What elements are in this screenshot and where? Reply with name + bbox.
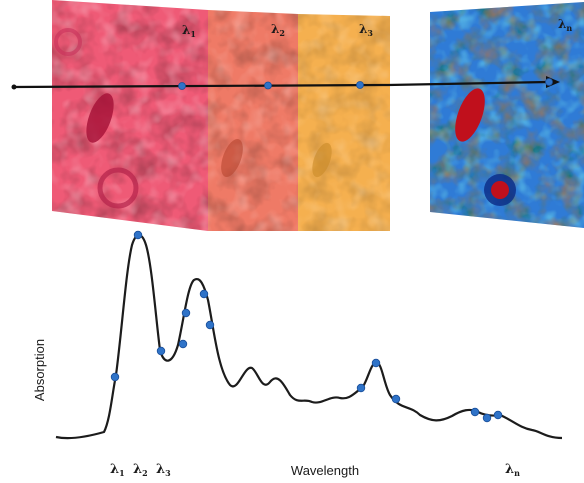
x-axis-label: Wavelength bbox=[291, 463, 359, 478]
slice-label: λ2 bbox=[271, 22, 285, 38]
sample-point bbox=[156, 346, 166, 356]
ray-point bbox=[178, 82, 186, 90]
tissue-feature bbox=[455, 88, 485, 142]
ray-point bbox=[264, 81, 272, 90]
sample-point bbox=[133, 230, 143, 240]
sample-point bbox=[493, 410, 503, 420]
sample-point bbox=[482, 413, 492, 423]
sample-point bbox=[356, 383, 366, 393]
sample-point bbox=[110, 372, 120, 382]
slice-label: λ1 bbox=[182, 23, 196, 39]
tissue-feature bbox=[86, 93, 114, 143]
sample-point bbox=[178, 339, 188, 349]
slice-lambda-1: λ1 bbox=[52, 0, 208, 231]
sample-point bbox=[371, 358, 381, 368]
wavelength-sample-points bbox=[110, 230, 503, 423]
slice-label: λ3 bbox=[359, 22, 373, 38]
sample-point bbox=[181, 308, 191, 318]
y-axis-label: Absorption bbox=[32, 339, 47, 401]
x-tick-label: λ2 bbox=[133, 462, 148, 478]
slice-label: λn bbox=[558, 17, 572, 33]
sample-point bbox=[470, 407, 480, 417]
sample-point bbox=[391, 394, 401, 404]
slice-lambda-3: λ3 bbox=[298, 14, 390, 231]
x-tick-label: λ1 bbox=[110, 462, 125, 478]
slice-lambda-n: λn bbox=[430, 2, 584, 228]
x-tick-label: λn bbox=[505, 462, 520, 478]
slice-lambda-2: λ2 bbox=[208, 10, 298, 231]
ray-point bbox=[545, 78, 553, 86]
sample-point bbox=[205, 320, 215, 330]
sample-point bbox=[199, 289, 209, 299]
pixel-ray-arrow bbox=[11, 76, 560, 90]
x-tick-label: λ3 bbox=[156, 462, 171, 478]
ray-point bbox=[356, 81, 364, 89]
absorption-spectrum bbox=[55, 234, 563, 440]
